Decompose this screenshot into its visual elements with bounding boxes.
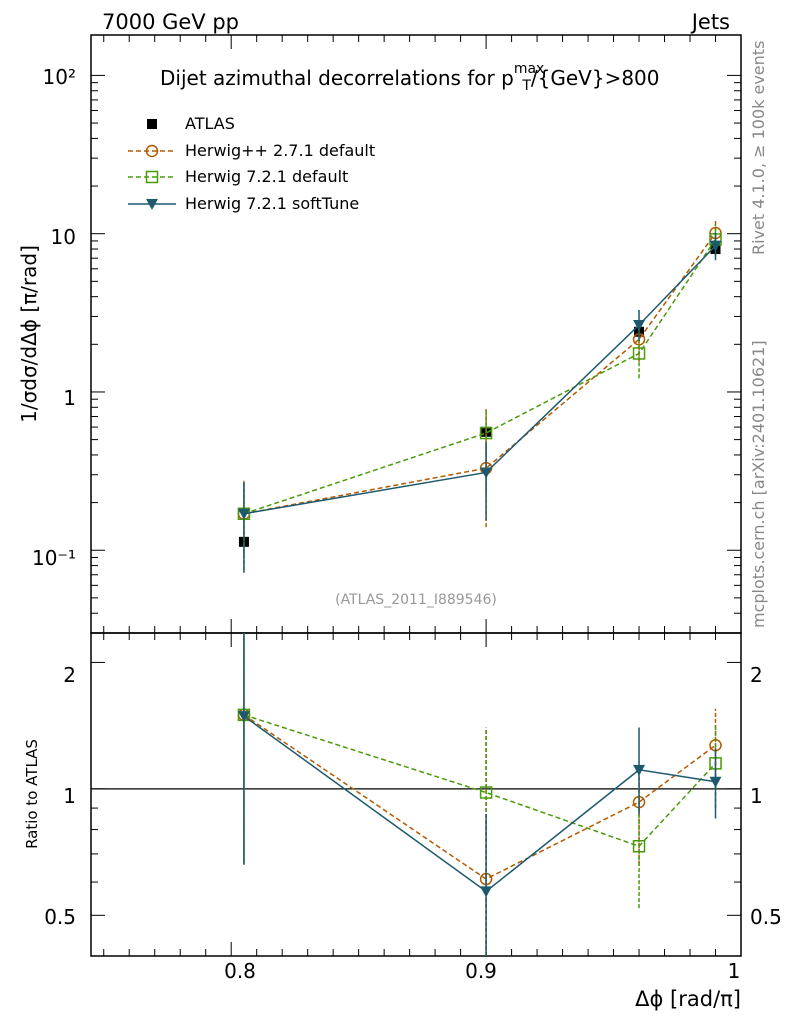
- ratio-line-herwigpp: [243, 714, 716, 880]
- ratio-ytick-label: 1: [63, 784, 76, 808]
- legend-label-atlas: ATLAS: [185, 114, 235, 133]
- xtick-label: 0.9: [465, 959, 497, 983]
- legend-label-herwigpp: Herwig++ 2.7.1 default: [185, 141, 375, 160]
- mcplots-citation-text: mcplots.cern.ch [arXiv:2401.10621]: [749, 340, 768, 628]
- legend-marker-softtune: [146, 199, 158, 210]
- main-line-softtune: [243, 245, 717, 515]
- main-point-softtune: [709, 240, 722, 252]
- ratio-point-softtune: [480, 886, 493, 898]
- ratio-line-herwig721: [243, 714, 717, 848]
- legend-label-softtune: Herwig 7.2.1 softTune: [185, 194, 359, 213]
- ratio-point-herwig721: [479, 786, 493, 799]
- xtick-label: 0.8: [224, 959, 256, 983]
- ratio-ytick-label-right: 0.5: [750, 905, 782, 929]
- main-ylabel: 1/σdσ/dΔϕ [π/rad]: [17, 245, 41, 423]
- rivet-version-text: Rivet 4.1.0, ≥ 100k events: [749, 41, 768, 255]
- main-ytick-label: 10: [51, 225, 76, 249]
- ratio-plot-frame: [90, 632, 742, 957]
- ratio-ytick-label-right: 1: [750, 784, 763, 808]
- ratio-point-softtune: [237, 711, 250, 723]
- main-ytick-label: 1: [63, 386, 76, 410]
- main-plot-marks: [237, 219, 722, 573]
- legend-marker-herwigpp: [145, 144, 159, 158]
- main-point-softtune: [237, 508, 250, 520]
- ratio-point-herwig721: [632, 840, 646, 853]
- legend-markers: [128, 119, 176, 210]
- main-ytick-label: 10⁻¹: [32, 546, 76, 570]
- ratio-ytick-label: 2: [63, 663, 76, 687]
- main-point-herwig721: [632, 347, 646, 360]
- ratio-point-softtune: [709, 776, 722, 788]
- ratio-ytick-label: 0.5: [44, 905, 76, 929]
- ratio-line-softtune: [243, 715, 716, 893]
- legend-marker-herwig721: [145, 170, 159, 184]
- header-right: Jets: [690, 10, 730, 34]
- analysis-watermark: (ATLAS_2011_I889546): [335, 592, 497, 608]
- main-point-herwig721: [479, 426, 493, 440]
- main-ytick-label: 10²: [43, 65, 76, 89]
- main-point-softtune: [480, 467, 493, 479]
- ratio-ytick-label-right: 2: [750, 663, 763, 687]
- axis-ticks: [91, 35, 742, 957]
- xtick-label: 1: [728, 959, 741, 983]
- ratio-plot-marks: [237, 633, 722, 956]
- header-left: 7000 GeV pp: [102, 10, 239, 34]
- plot-title: Dijet azimuthal decorrelations for pmax T…: [160, 61, 660, 94]
- ratio-point-softtune: [633, 764, 646, 776]
- main-line-herwigpp: [243, 232, 717, 515]
- xlabel: Δϕ [rad/π]: [635, 987, 741, 1011]
- legend-label-herwig721: Herwig 7.2.1 default: [185, 167, 348, 186]
- legend-marker-atlas: [147, 119, 157, 129]
- ratio-ylabel: Ratio to ATLAS: [23, 739, 41, 849]
- main-point-softtune: [633, 319, 646, 331]
- main-line-herwig721: [243, 238, 717, 515]
